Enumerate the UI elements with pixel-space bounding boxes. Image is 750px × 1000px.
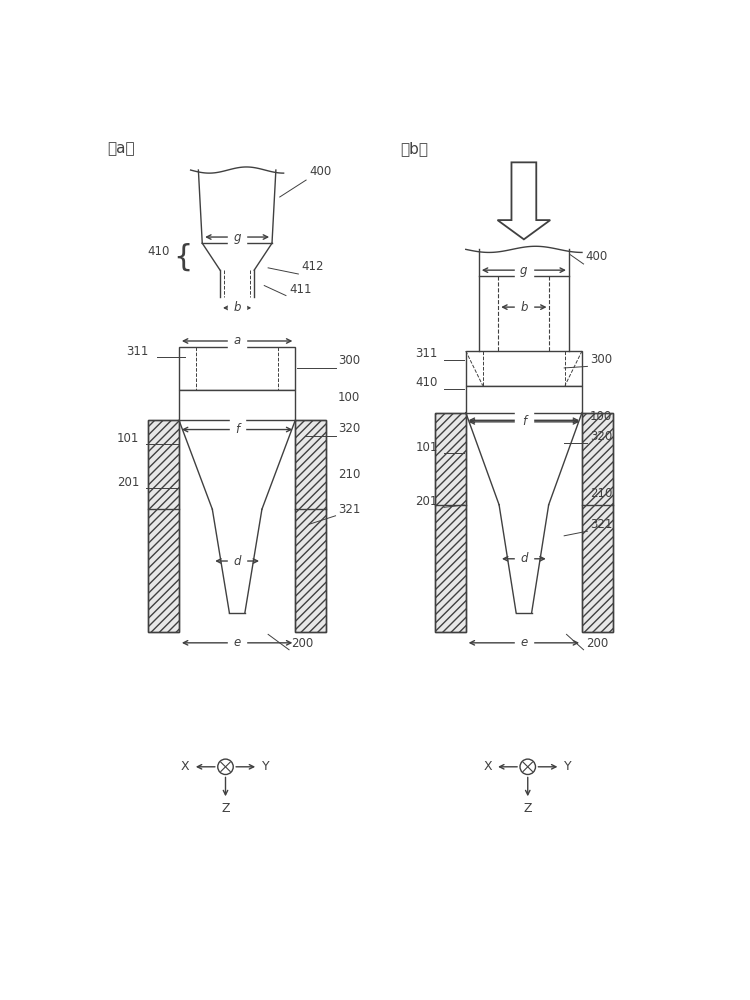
Text: e: e bbox=[520, 636, 527, 649]
Text: 400: 400 bbox=[309, 165, 332, 178]
Text: b: b bbox=[520, 301, 528, 314]
Text: 321: 321 bbox=[590, 518, 612, 531]
Text: X: X bbox=[181, 760, 190, 773]
Text: 410: 410 bbox=[416, 376, 438, 389]
Text: 311: 311 bbox=[126, 345, 148, 358]
Text: d: d bbox=[520, 552, 528, 565]
Text: g: g bbox=[520, 264, 528, 277]
Text: （b）: （b） bbox=[400, 142, 427, 157]
Polygon shape bbox=[179, 389, 296, 420]
Text: 321: 321 bbox=[338, 503, 360, 516]
Text: 101: 101 bbox=[117, 432, 140, 445]
Text: 201: 201 bbox=[416, 495, 438, 508]
Polygon shape bbox=[296, 420, 326, 632]
Text: f: f bbox=[522, 415, 526, 428]
Text: d: d bbox=[233, 555, 241, 568]
Text: 100: 100 bbox=[590, 410, 612, 423]
Polygon shape bbox=[148, 420, 179, 632]
Text: 101: 101 bbox=[416, 441, 438, 454]
Text: g: g bbox=[233, 231, 241, 244]
Text: 311: 311 bbox=[416, 347, 438, 360]
Text: 320: 320 bbox=[590, 430, 612, 443]
Text: a: a bbox=[233, 334, 241, 347]
Text: 320: 320 bbox=[338, 422, 360, 435]
Text: Y: Y bbox=[262, 760, 269, 773]
Text: 410: 410 bbox=[147, 245, 170, 258]
Text: a: a bbox=[520, 414, 527, 427]
Polygon shape bbox=[179, 347, 296, 389]
Text: e: e bbox=[233, 636, 241, 649]
Text: Y: Y bbox=[564, 760, 572, 773]
Text: {: { bbox=[173, 243, 193, 272]
Text: 210: 210 bbox=[590, 487, 612, 500]
Text: 300: 300 bbox=[338, 354, 360, 367]
Text: b: b bbox=[233, 301, 241, 314]
Text: 201: 201 bbox=[117, 476, 140, 489]
Text: 200: 200 bbox=[291, 637, 314, 650]
Text: f: f bbox=[235, 423, 239, 436]
Text: 412: 412 bbox=[302, 260, 324, 273]
Polygon shape bbox=[466, 386, 582, 413]
Text: Z: Z bbox=[524, 802, 532, 815]
Polygon shape bbox=[435, 413, 466, 632]
Text: 200: 200 bbox=[586, 637, 608, 650]
Text: 100: 100 bbox=[338, 391, 360, 404]
Text: X: X bbox=[483, 760, 492, 773]
Text: 300: 300 bbox=[590, 353, 612, 366]
Text: 411: 411 bbox=[289, 283, 311, 296]
Text: 210: 210 bbox=[338, 468, 360, 481]
Polygon shape bbox=[582, 413, 613, 632]
Text: （a）: （a） bbox=[108, 142, 135, 157]
Polygon shape bbox=[466, 351, 582, 386]
Polygon shape bbox=[497, 162, 550, 239]
Text: Z: Z bbox=[221, 802, 230, 815]
Text: 400: 400 bbox=[586, 250, 608, 263]
